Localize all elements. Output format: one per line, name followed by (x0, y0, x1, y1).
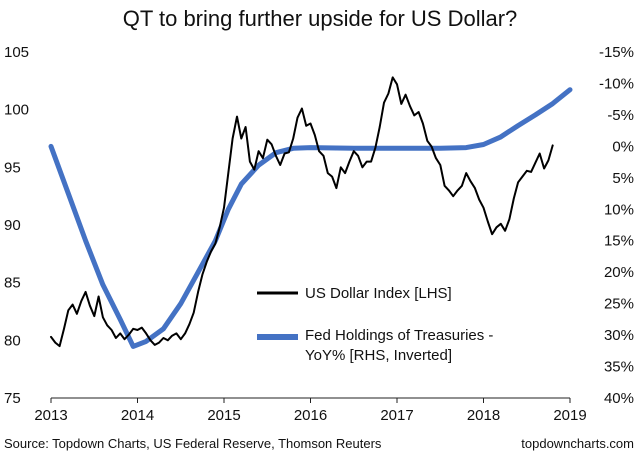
left-tick-label: 105 (4, 44, 29, 61)
x-axis: 2013 2014 2015 2016 2017 2018 2019 (34, 398, 587, 424)
right-tick-label: 30% (604, 327, 634, 344)
right-tick-label: 20% (604, 264, 634, 281)
legend-label-usd: US Dollar Index [LHS] (305, 285, 452, 302)
legend-label-fed-line1: Fed Holdings of Treasuries - (305, 327, 493, 344)
source-note: Source: Topdown Charts, US Federal Reser… (4, 436, 382, 451)
left-y-axis: 105 100 95 90 85 80 75 (4, 44, 29, 407)
left-tick-label: 80 (4, 332, 21, 349)
x-tick-label: 2013 (34, 407, 67, 424)
left-tick-label: 100 (4, 102, 29, 119)
right-tick-label: 5% (612, 170, 634, 187)
chart-title: QT to bring further upside for US Dollar… (123, 6, 518, 31)
x-tick-label: 2015 (207, 407, 240, 424)
right-tick-label: 10% (604, 201, 634, 218)
x-tick-label: 2016 (294, 407, 327, 424)
right-y-axis: -15% -10% -5% 0% 5% 10% 15% 20% 25% 30% 35% 40% (599, 44, 634, 407)
legend: US Dollar Index [LHS] Fed Holdings of Tr… (257, 285, 493, 364)
left-tick-label: 75 (4, 390, 21, 407)
x-tick-label: 2014 (121, 407, 154, 424)
right-tick-label: 0% (612, 138, 634, 155)
series-line-fed-holdings (48, 87, 573, 349)
x-tick-label: 2019 (553, 407, 586, 424)
right-tick-label: 35% (604, 359, 634, 376)
right-tick-label: 40% (604, 390, 634, 407)
website-credit: topdowncharts.com (521, 436, 634, 451)
right-tick-label: -5% (607, 107, 634, 124)
left-tick-label: 85 (4, 275, 21, 292)
right-tick-label: 15% (604, 233, 634, 250)
left-tick-label: 95 (4, 159, 21, 176)
series-line-us-dollar-index (50, 76, 554, 348)
right-tick-label: -15% (599, 44, 634, 61)
right-tick-label: 25% (604, 296, 634, 313)
legend-label-fed-line2: YoY% [RHS, Inverted] (305, 347, 452, 364)
x-tick-label: 2017 (380, 407, 413, 424)
series-layer (48, 76, 573, 349)
left-tick-label: 90 (4, 217, 21, 234)
right-tick-label: -10% (599, 75, 634, 92)
x-tick-label: 2018 (467, 407, 500, 424)
